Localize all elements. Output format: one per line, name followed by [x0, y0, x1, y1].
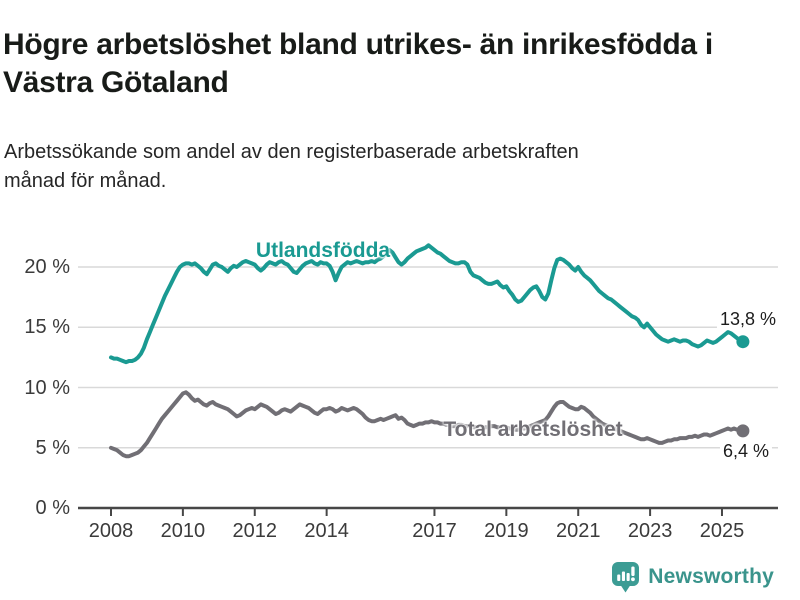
x-axis-label: 2023 [627, 520, 673, 542]
x-axis-label: 2021 [555, 520, 601, 542]
chart-title: Högre arbetslöshet bland utrikes- än inr… [3, 28, 713, 100]
series-label-utlandsfodda: Utlandsfödda [255, 239, 391, 262]
y-axis-label: 10 % [24, 376, 70, 399]
x-axis-label: 2025 [699, 520, 745, 542]
end-value-label-utlandsfodda: 13,8 % [716, 308, 780, 330]
x-axis-label: 2010 [160, 520, 206, 542]
y-axis-label: 5 % [35, 436, 70, 459]
x-axis-label: 2014 [304, 520, 349, 542]
end-value-label-total: 6,4 % [719, 440, 773, 462]
y-axis-label: 15 % [24, 316, 70, 339]
newsworthy-bubble-bar-chart-icon [612, 561, 640, 592]
newsworthy-logo[interactable]: Newsworthy [612, 561, 774, 593]
x-axis-label: 2019 [484, 520, 529, 542]
x-axis-label: 2012 [232, 520, 278, 542]
x-axis-label: 2017 [412, 520, 457, 542]
y-axis-label: 0 % [35, 497, 70, 519]
x-axis-label: 2008 [88, 520, 134, 542]
newsworthy-logo-text: Newsworthy [648, 565, 774, 588]
y-axis-label: 20 % [24, 256, 70, 278]
chart-subtitle: Arbetssökande som andel av den registerb… [4, 141, 579, 192]
series-label-total-arbetsloshet: Total arbetslöshet [443, 418, 623, 441]
